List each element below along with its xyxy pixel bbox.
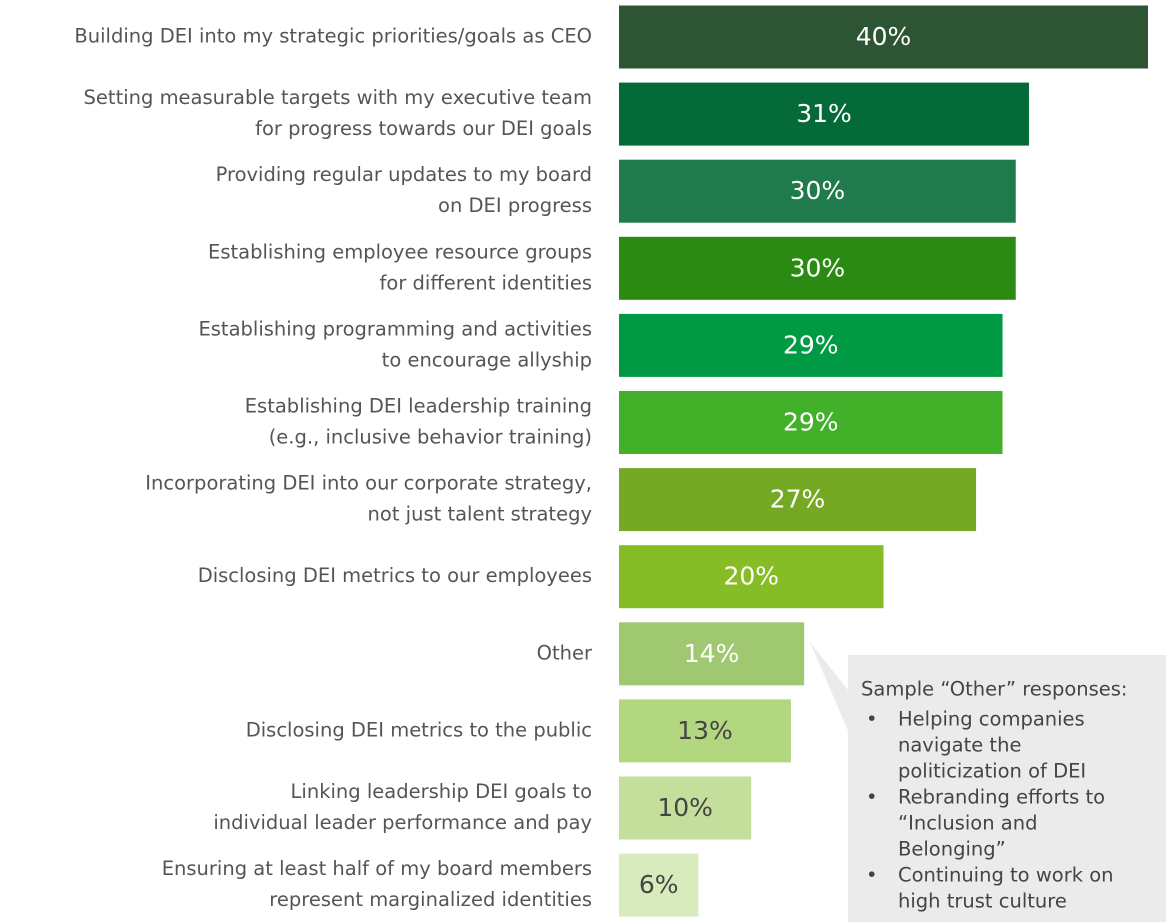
annotation-title: Sample “Other” responses: <box>861 678 1128 701</box>
value-label: 30% <box>790 253 846 282</box>
annotation-item: Helping companies <box>898 708 1085 731</box>
category-label: Establishing employee resource groups <box>208 240 592 263</box>
category-label: Other <box>537 641 593 664</box>
category-label: Disclosing DEI metrics to our employees <box>198 564 592 587</box>
value-label: 29% <box>783 408 839 437</box>
category-label: Providing regular updates to my board <box>216 163 592 186</box>
annotation-item: politicization of DEI <box>898 760 1086 783</box>
category-label: for progress towards our DEI goals <box>255 117 592 140</box>
category-label: on DEI progress <box>438 194 592 217</box>
bar <box>619 5 1148 69</box>
value-label: 20% <box>723 562 779 591</box>
bar <box>619 236 1016 300</box>
bullet: • <box>866 708 878 731</box>
bar <box>619 468 977 532</box>
bar <box>619 545 884 609</box>
category-label: for different identities <box>380 271 592 294</box>
callout-box <box>848 655 1166 922</box>
value-label: 27% <box>770 485 826 514</box>
category-label: Disclosing DEI metrics to the public <box>246 718 592 741</box>
category-label: Ensuring at least half of my board membe… <box>162 857 592 880</box>
category-label: not just talent strategy <box>368 503 592 526</box>
value-label: 40% <box>856 22 912 51</box>
category-label: individual leader performance and pay <box>213 811 592 834</box>
bullet: • <box>866 864 878 887</box>
category-label: to encourage allyship <box>382 348 592 371</box>
bullet: • <box>866 786 878 809</box>
annotation-item: navigate the <box>898 734 1021 757</box>
category-label: (e.g., inclusive behavior training) <box>269 426 592 449</box>
annotation-item: Continuing to work on <box>898 864 1114 887</box>
category-label: Linking leadership DEI goals to <box>291 780 592 803</box>
annotation-item: Rebranding efforts to <box>898 786 1105 809</box>
bar <box>619 313 1003 377</box>
value-label: 14% <box>684 639 740 668</box>
annotation-item: Belonging” <box>898 838 1006 861</box>
value-label: 10% <box>657 793 713 822</box>
category-label: Setting measurable targets with my execu… <box>84 86 592 109</box>
value-label: 13% <box>677 716 733 745</box>
value-label: 29% <box>783 330 839 359</box>
bar <box>619 159 1016 223</box>
bar <box>619 853 699 917</box>
category-label: Establishing DEI leadership training <box>245 395 592 418</box>
value-label: 31% <box>796 99 852 128</box>
category-label: Building DEI into my strategic prioritie… <box>74 25 592 48</box>
bar <box>619 82 1029 146</box>
bar <box>619 391 1003 454</box>
value-label: 30% <box>790 176 846 205</box>
category-label: represent marginalized identities <box>269 888 592 911</box>
annotation-item: high trust culture <box>898 890 1067 913</box>
value-label: 6% <box>639 870 679 899</box>
bar <box>619 622 805 686</box>
annotation-item: “Inclusion and <box>898 812 1037 835</box>
category-label: Establishing programming and activities <box>198 317 592 340</box>
bar <box>619 699 791 763</box>
category-label: Incorporating DEI into our corporate str… <box>145 472 592 495</box>
bar <box>619 776 752 840</box>
